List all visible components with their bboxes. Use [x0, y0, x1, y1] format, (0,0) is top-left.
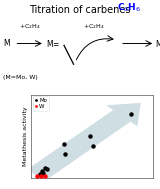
Y-axis label: Metathesis activity: Metathesis activity: [23, 106, 28, 166]
Text: +C$_2$H$_4$: +C$_2$H$_4$: [83, 22, 104, 31]
Polygon shape: [106, 103, 141, 126]
Polygon shape: [27, 110, 130, 181]
Text: (M=Mo, W): (M=Mo, W): [3, 75, 38, 80]
Text: +C$_2$H$_4$: +C$_2$H$_4$: [19, 22, 40, 31]
Text: C$_3$H$_6$: C$_3$H$_6$: [117, 1, 141, 14]
Text: M$\!=\!$: M$\!=\!$: [155, 38, 160, 49]
Legend: Mo, W: Mo, W: [33, 96, 49, 111]
Text: M: M: [3, 39, 10, 48]
Text: Titration of carbenes: Titration of carbenes: [29, 5, 131, 15]
Text: M$\!=\!$: M$\!=\!$: [46, 38, 61, 49]
